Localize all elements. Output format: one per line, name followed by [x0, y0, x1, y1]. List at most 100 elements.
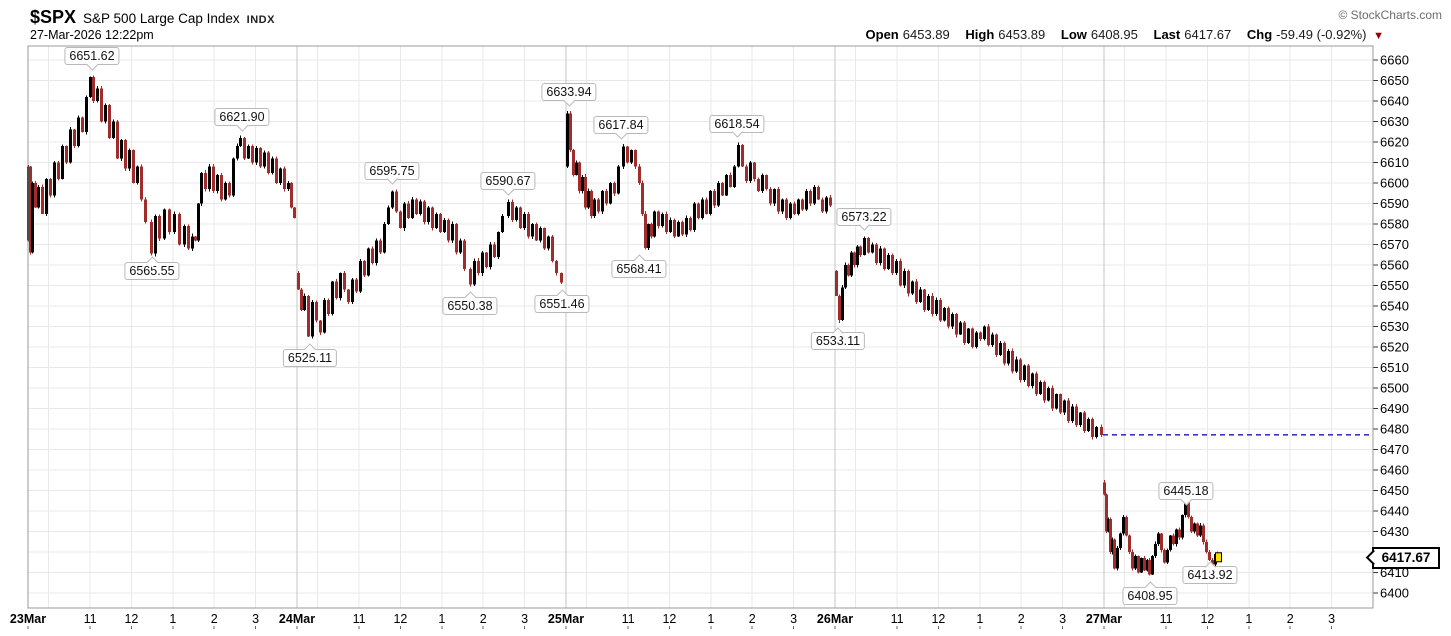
candle-body [914, 281, 918, 302]
candle-body [370, 248, 374, 263]
candle-body [704, 199, 708, 214]
y-axis-label: 6620 [1380, 135, 1409, 150]
candle-body [143, 199, 147, 222]
candle-body [56, 162, 60, 179]
candle-body [500, 215, 504, 233]
candle-body [866, 237, 870, 253]
candle-body [633, 150, 637, 167]
candle-body [870, 244, 874, 253]
x-axis-day-label: 25Mar [548, 612, 584, 626]
open-value: 6453.89 [902, 27, 950, 42]
candle-body [571, 150, 575, 175]
candle-body [834, 271, 838, 296]
candle-body [910, 281, 914, 294]
candle-body [60, 146, 64, 179]
candle-body [858, 246, 862, 255]
candle-body [874, 244, 878, 263]
y-axis-label: 6510 [1380, 360, 1409, 375]
price-annotation: 6621.90 [214, 108, 270, 127]
price-annotation: 6573.22 [836, 207, 892, 226]
candle-body [44, 178, 48, 214]
candle-body [1195, 523, 1199, 536]
candle-body [820, 199, 824, 212]
candle-body [646, 224, 650, 248]
candle-body [402, 203, 406, 229]
x-axis-hour-label: 1 [707, 612, 714, 626]
candle-body [918, 289, 922, 302]
candle-body [998, 342, 1002, 356]
candle-body [119, 139, 123, 159]
candle-body [568, 113, 572, 151]
candle-body [378, 240, 382, 253]
candle-body [330, 281, 334, 315]
candle-body [637, 166, 641, 183]
candle-body [390, 191, 394, 208]
candle-body [107, 105, 111, 138]
candle-body [1156, 533, 1160, 544]
candle-body [374, 240, 378, 263]
x-axis-hour-label: 12 [124, 612, 138, 626]
candle-body [849, 252, 853, 276]
candle-body [418, 201, 422, 214]
candle-body [242, 138, 246, 159]
candle-body [215, 174, 219, 192]
candle-body [792, 203, 796, 214]
candle-body [1124, 517, 1128, 536]
candle-body [589, 191, 593, 216]
y-axis-label: 6660 [1380, 53, 1409, 68]
candle-body [688, 217, 692, 231]
x-axis-hour-label: 1 [1245, 612, 1252, 626]
candle-body [643, 213, 647, 248]
price-annotation: 6595.75 [364, 161, 420, 180]
candle-body [978, 332, 982, 339]
y-axis-label: 6450 [1380, 483, 1409, 498]
candle-body [266, 152, 270, 173]
y-axis-label: 6630 [1380, 114, 1409, 129]
candle-body [608, 183, 612, 204]
candle-body [1106, 519, 1110, 532]
candle-body [652, 211, 656, 237]
candle-body [878, 248, 882, 263]
candle-body [472, 260, 476, 285]
last-price-axis-badge: 6417.67 [1372, 546, 1440, 569]
candle-body [1186, 500, 1190, 518]
candle-body [768, 189, 772, 204]
candle-body [1014, 359, 1018, 372]
candle-body [193, 236, 197, 241]
candle-body [95, 88, 99, 101]
candle-body [172, 213, 176, 233]
candle-body [289, 183, 293, 208]
candle-body [227, 183, 231, 196]
candle-body [616, 166, 620, 194]
candle-body [1030, 373, 1034, 386]
candle-body [902, 271, 906, 286]
candle-body [219, 174, 223, 200]
candle-body [752, 162, 756, 179]
price-annotation: 6533.11 [810, 332, 866, 351]
candle-body [934, 299, 938, 315]
candle-body [476, 260, 480, 274]
candle-body [796, 199, 800, 214]
candle-body [1127, 535, 1131, 552]
candle-body [246, 146, 250, 159]
x-axis-hour-label: 2 [480, 612, 487, 626]
candle-body [510, 202, 514, 220]
candle-body [926, 295, 930, 311]
candle-body [1207, 552, 1211, 561]
candle-body [986, 326, 990, 345]
candle-body [1046, 388, 1050, 401]
x-axis-hour-label: 2 [749, 612, 756, 626]
candle-body [1201, 525, 1205, 542]
candle-body [350, 279, 354, 302]
candle-body [1159, 533, 1163, 550]
x-axis-hour-label: 3 [1328, 612, 1335, 626]
candle-body [760, 174, 764, 192]
price-annotation: 6413.92 [1182, 566, 1238, 585]
candle-body [534, 224, 538, 241]
candle-body [186, 226, 190, 249]
candle-body [1054, 394, 1058, 409]
candle-body [1174, 529, 1178, 544]
candle-body [480, 252, 484, 274]
y-axis-label: 6590 [1380, 196, 1409, 211]
